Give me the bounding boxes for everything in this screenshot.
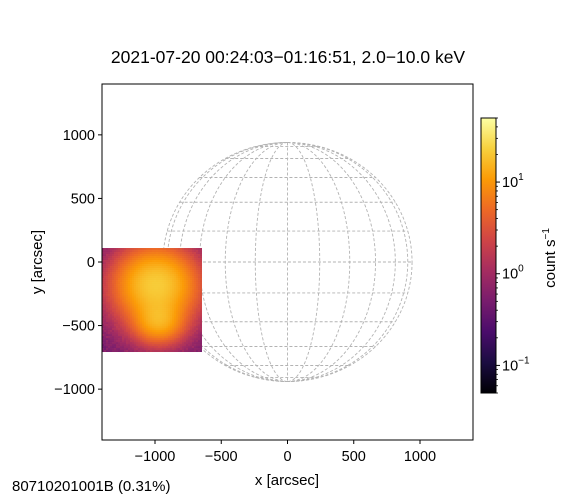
x-tick-label: 500 bbox=[342, 449, 366, 465]
colorbar-tick-label: 100 bbox=[502, 264, 524, 283]
colorbar: 10−1 100 101 count s−1 bbox=[480, 117, 559, 394]
colorbar-ticks: 10−1 100 101 bbox=[496, 117, 530, 394]
y-tick-label: −500 bbox=[62, 319, 95, 335]
solar-disk-grid bbox=[162, 142, 413, 382]
colorbar-tick-label: 101 bbox=[502, 172, 524, 191]
y-tick-label: 1000 bbox=[63, 128, 95, 144]
longitude-line bbox=[287, 142, 351, 382]
x-axis: −1000 −500 0 500 1000 bbox=[135, 440, 436, 465]
y-axis: 1000 500 0 −500 −1000 bbox=[54, 128, 102, 398]
colorbar-gradient bbox=[481, 118, 496, 393]
longitude-line bbox=[198, 142, 288, 382]
x-tick-label: 0 bbox=[283, 449, 291, 465]
longitude-line bbox=[224, 142, 288, 382]
chart-title: 2021-07-20 00:24:03−01:16:51, 2.0−10.0 k… bbox=[111, 47, 466, 67]
longitude-line bbox=[287, 142, 396, 382]
longitude-line bbox=[179, 142, 288, 382]
heatmap-image bbox=[102, 248, 202, 353]
longitude-line bbox=[287, 142, 321, 382]
colorbar-frame bbox=[480, 117, 497, 394]
x-tick-label: −1000 bbox=[135, 449, 176, 465]
x-axis-label: x [arcsec] bbox=[255, 472, 319, 489]
longitude-line bbox=[287, 142, 409, 382]
colorbar-label: count s−1 bbox=[541, 228, 559, 288]
y-tick-label: 500 bbox=[71, 191, 95, 207]
x-tick-label: 1000 bbox=[404, 449, 436, 465]
observation-id-footnote: 80710201001B (0.31%) bbox=[12, 478, 171, 495]
y-tick-label: −1000 bbox=[54, 382, 95, 398]
colorbar-tick-label: 10−1 bbox=[502, 355, 530, 374]
longitude-line bbox=[287, 142, 377, 382]
x-tick-label: −500 bbox=[205, 449, 238, 465]
longitude-line bbox=[254, 142, 288, 382]
colorbar-label-exponent: −1 bbox=[541, 228, 552, 240]
y-axis-label: y [arcsec] bbox=[29, 230, 46, 294]
colorbar-label-text: count s bbox=[542, 240, 559, 288]
y-tick-label: 0 bbox=[87, 255, 95, 271]
longitude-line bbox=[166, 142, 288, 382]
